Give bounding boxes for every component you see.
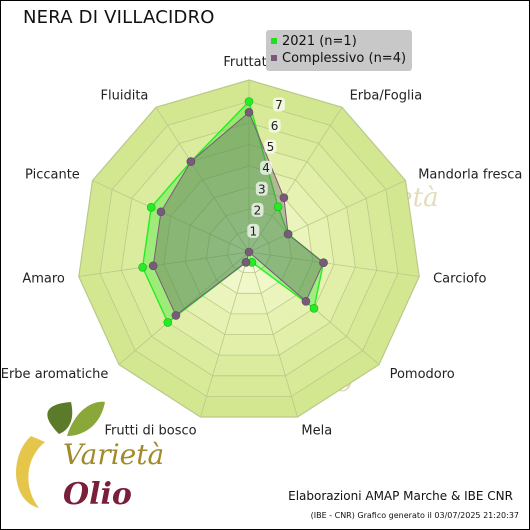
grid-spoke	[248, 251, 298, 418]
legend-label-2021: 2021 (n=1)	[282, 34, 357, 49]
logo-swoosh	[16, 436, 45, 508]
data-point	[279, 193, 289, 202]
logo-word-olio: Olio	[63, 477, 132, 512]
chart-title: NERA DI VILLACIDRO	[23, 7, 215, 28]
data-point	[163, 318, 173, 327]
generated-timestamp: (IBE - CNR) Grafico generato il 03/07/20…	[310, 511, 519, 520]
logo-word-varieta: Varietà	[63, 438, 164, 471]
data-point	[146, 203, 156, 212]
grid-spoke	[118, 251, 250, 365]
grid-spoke	[200, 251, 250, 418]
legend-swatch-2021	[271, 37, 277, 44]
grid-spoke	[92, 180, 250, 253]
tick-label-bg	[264, 139, 277, 154]
data-point	[138, 262, 147, 272]
tick-label-bg	[260, 160, 273, 175]
data-point	[241, 257, 251, 267]
axis-label: Pomodoro	[390, 367, 455, 382]
series-area-1	[152, 111, 325, 317]
data-point	[171, 311, 181, 320]
axis-label: Amaro	[22, 272, 65, 287]
data-point	[283, 229, 293, 239]
axis-label: Fruttato	[223, 55, 274, 70]
grid-spoke	[248, 107, 343, 253]
data-point	[186, 157, 196, 166]
axis-label: Carciofo	[433, 272, 486, 287]
grid-spoke	[248, 180, 406, 253]
axis-label: Mela	[301, 424, 332, 439]
axis-label: Erba/Foglia	[350, 89, 423, 104]
tick-label: 6	[271, 119, 279, 133]
data-point	[244, 247, 254, 257]
axis-label: Piccante	[25, 168, 80, 183]
credit-text: Elaborazioni AMAP Marche & IBE CNR	[288, 489, 513, 503]
tick-label-bg	[255, 181, 268, 196]
data-point	[309, 303, 319, 313]
tick-label-bg	[247, 223, 260, 238]
data-point	[244, 108, 254, 117]
data-point	[244, 97, 254, 106]
tick-label: 4	[262, 161, 270, 175]
grid-spoke	[78, 251, 250, 277]
tick-label-bg	[268, 118, 281, 133]
data-point	[273, 202, 283, 212]
tick-label: 7	[275, 98, 283, 112]
legend-swatch-complessivo	[271, 54, 277, 61]
data-point	[148, 261, 158, 271]
data-point	[156, 207, 166, 217]
logo-leaf-left	[47, 402, 73, 434]
axis-label: Fluidita	[101, 89, 149, 104]
data-point	[319, 258, 328, 268]
tick-label-bg	[251, 202, 264, 217]
tick-label: 2	[254, 203, 262, 217]
legend-item-2021: 2021 (n=1)	[271, 34, 357, 49]
axis-label: Frutti di bosco	[104, 424, 196, 439]
legend-item-complessivo: Complessivo (n=4)	[271, 51, 406, 66]
legend-label-complessivo: Complessivo (n=4)	[282, 51, 407, 66]
tick-label-bg	[272, 97, 285, 112]
tick-label: 5	[267, 140, 275, 154]
grid-spoke	[248, 251, 420, 277]
legend: 2021 (n=1) Complessivo (n=4)	[266, 30, 412, 71]
logo-leaf-right	[67, 401, 105, 436]
data-point	[301, 296, 311, 306]
tick-label: 1	[249, 224, 257, 238]
axis-label: Erbe aromatiche	[1, 367, 108, 382]
axis-label: Mandorla fresca	[418, 168, 522, 183]
varieta-olio-logo: Varietà Olio	[16, 401, 164, 512]
tick-label: 3	[258, 182, 266, 196]
grid-spoke	[155, 107, 250, 253]
